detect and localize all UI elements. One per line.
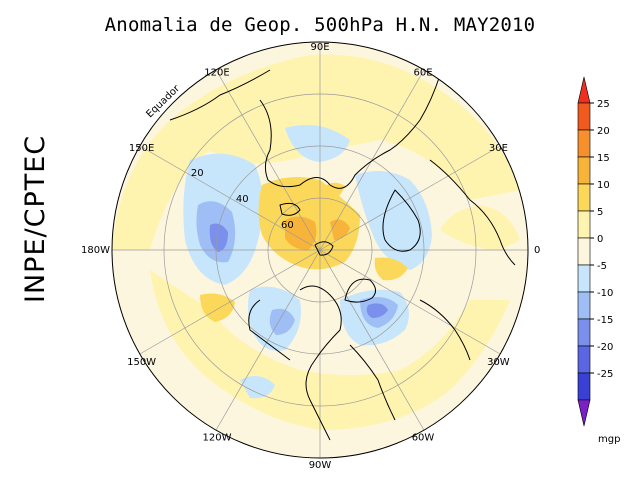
colorbar-segment (577, 102, 591, 131)
longitude-label: 30W (487, 357, 510, 368)
meridian-line (139, 249, 321, 355)
colorbar-segment (577, 156, 591, 185)
colorbar-segment (577, 264, 591, 293)
colorbar-tick-label: -15 (597, 315, 613, 326)
colorbar-tick-label: 25 (597, 99, 610, 110)
map-title: Anomalia de Geop. 500hPa H.N. MAY2010 (104, 14, 536, 36)
colorbar-segment (577, 129, 591, 158)
colorbar-segment (577, 318, 591, 347)
colorbar-segment (577, 237, 591, 266)
longitude-label: 120E (204, 68, 229, 79)
meridian-line (319, 69, 425, 251)
colorbar-tick-label: 5 (597, 207, 603, 218)
colorbar-tick-label: -5 (597, 261, 607, 272)
map-disc (112, 42, 528, 458)
longitude-label: 120W (203, 432, 232, 443)
meridian-line (215, 69, 321, 251)
meridian-line (319, 145, 501, 251)
colorbar-segment (577, 210, 591, 239)
colorbar: 25 20 15 10 5 0 -5 -10 -15 -20 -25 (577, 76, 613, 427)
colorbar-top-arrow (577, 76, 591, 104)
longitude-label: 150W (127, 357, 156, 368)
colorbar-tick-label: -10 (597, 288, 613, 299)
longitude-label: 180W (81, 245, 110, 256)
colorbar-tick-label: 15 (597, 153, 610, 164)
longitude-label: 30E (489, 143, 508, 154)
latitude-label: 60 (281, 220, 294, 231)
colorbar-segment (577, 345, 591, 374)
colorbar-segment (577, 291, 591, 320)
colorbar-segment (577, 183, 591, 212)
meridian-line (139, 145, 321, 251)
meridian-line (319, 249, 501, 355)
longitude-label: 90W (309, 460, 332, 471)
latitude-labels: 20 40 60 (191, 168, 294, 231)
colorbar-tick-label: 0 (597, 234, 603, 245)
colorbar-tick-label: 10 (597, 180, 610, 191)
map-border (111, 41, 529, 459)
coastlines (169, 69, 516, 441)
colorbar-tick-label: 20 (597, 126, 610, 137)
meridian-line (215, 249, 321, 431)
colorbar-bottom-arrow (577, 399, 591, 427)
lat-lon-grid (112, 42, 528, 458)
longitude-label: 90E (310, 42, 329, 53)
colorbar-segment (577, 372, 591, 401)
meridian-line (319, 249, 425, 431)
longitude-label: 150E (129, 143, 154, 154)
colorbar-tick-label: -25 (597, 369, 613, 380)
longitude-label: 60E (413, 68, 432, 79)
latitude-label: 40 (236, 194, 249, 205)
colorbar-tick-label: -20 (597, 342, 613, 353)
longitude-labels: 90E 60E 30E 0 30W 60W 90W 120W 150W 180W 150E 120E (81, 42, 540, 471)
anomaly-strong-negative (209, 223, 388, 318)
longitude-label: 0 (534, 245, 540, 256)
latitude-label: 20 (191, 168, 204, 179)
longitude-label: 60W (412, 432, 435, 443)
colorbar-unit: mgp (598, 434, 620, 445)
